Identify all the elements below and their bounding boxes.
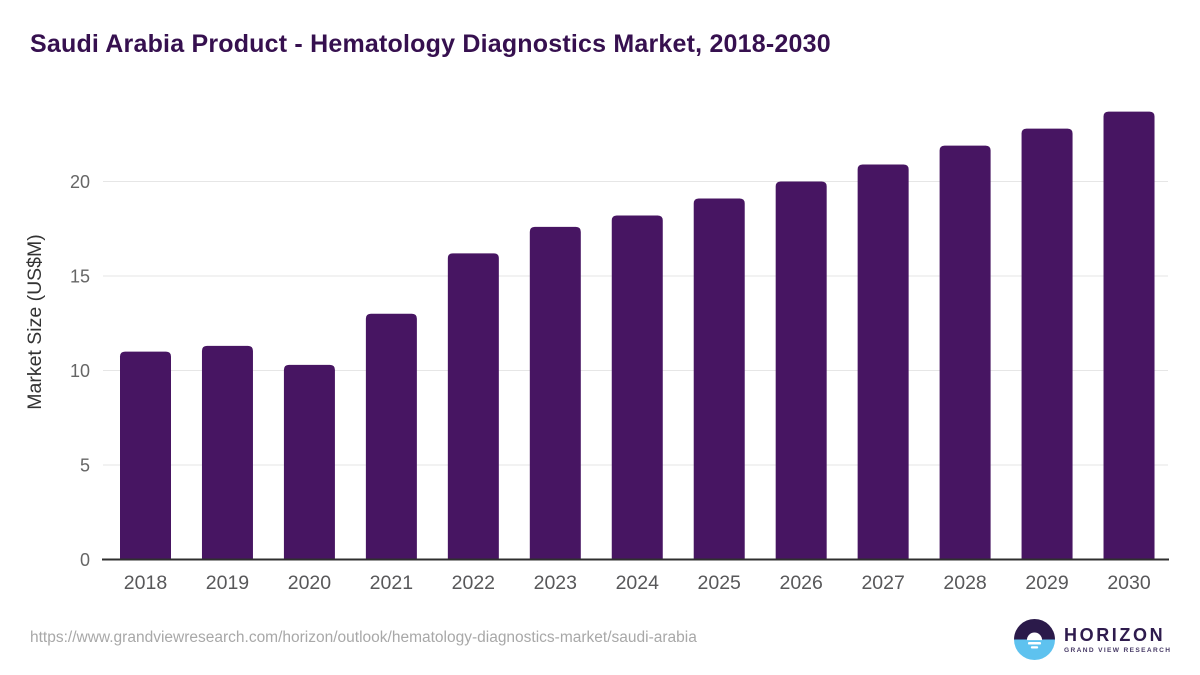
page-title: Saudi Arabia Product - Hematology Diagno… — [30, 30, 831, 58]
logo-text-block: HORIZON GRAND VIEW RESEARCH — [1064, 626, 1171, 654]
x-tick-label: 2020 — [288, 572, 332, 594]
bar-2020 — [283, 364, 335, 560]
x-tick-label: 2029 — [1025, 572, 1068, 594]
x-tick-label: 2025 — [698, 572, 742, 594]
horizon-logo: HORIZON GRAND VIEW RESEARCH — [1014, 619, 1171, 660]
y-axis-title: Market Size (US$M) — [24, 234, 46, 410]
source-url: https://www.grandviewresearch.com/horizo… — [30, 629, 697, 646]
bar-2019 — [201, 345, 253, 560]
bar-2026 — [775, 181, 827, 560]
x-tick-label: 2022 — [452, 572, 495, 594]
x-tick-label: 2027 — [861, 572, 904, 594]
bar-2029 — [1021, 128, 1073, 560]
x-tick-label: 2021 — [370, 572, 413, 594]
bar-2030 — [1103, 111, 1155, 560]
y-tick-label: 15 — [70, 267, 90, 287]
bar-2025 — [693, 198, 745, 560]
x-tick-label: 2028 — [943, 572, 986, 594]
x-tick-label: 2019 — [206, 572, 249, 594]
bar-chart: 0 5 10 15 20 2018 2019 2020 2021 2022 2023 2024 2025… — [24, 111, 1169, 594]
x-tick-label: 2023 — [534, 572, 577, 594]
x-tick-label: 2026 — [779, 572, 822, 594]
y-tick-label: 0 — [80, 550, 90, 570]
logo-name: HORIZON — [1064, 624, 1166, 645]
bar-2023 — [529, 226, 581, 560]
bar-2028 — [939, 145, 991, 560]
x-tick-label: 2024 — [616, 572, 660, 594]
horizon-sun-icon — [1014, 619, 1055, 660]
bar-2027 — [857, 164, 909, 560]
x-tick-label: 2018 — [124, 572, 167, 594]
y-tick-label: 10 — [70, 361, 90, 381]
y-tick-label: 5 — [80, 456, 90, 476]
logo-tagline: GRAND VIEW RESEARCH — [1064, 646, 1172, 654]
y-tick-label: 20 — [70, 172, 90, 192]
bar-2018 — [120, 351, 171, 560]
bar-2021 — [365, 313, 417, 560]
x-tick-label: 2030 — [1107, 572, 1151, 594]
bar-2022 — [447, 253, 499, 560]
bar-2024 — [611, 215, 663, 560]
